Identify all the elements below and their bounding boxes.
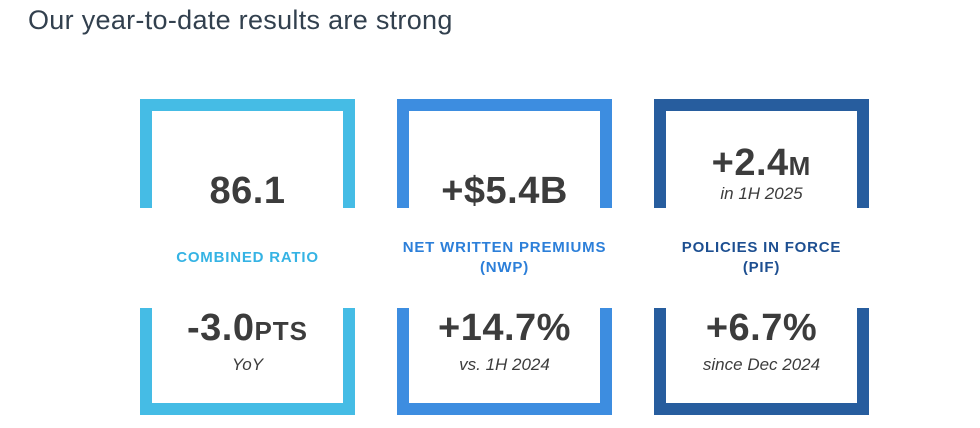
- metric-card-combined-ratio: 86.1 COMBINED RATIO -3.0PTS YoY: [140, 99, 355, 415]
- metric-change-area: +6.7% since Dec 2024: [654, 308, 869, 415]
- metric-card-policies-in-force: +2.4M in 1H 2025 POLICIES IN FORCE (PIF)…: [654, 99, 869, 415]
- metric-label-abbreviation: (PIF): [742, 259, 781, 276]
- metric-primary-value: +$5.4B: [441, 170, 568, 212]
- card-frame-top-bracket: [397, 99, 612, 208]
- metric-primary-caption: in 1H 2025: [720, 183, 803, 203]
- metric-label-area: POLICIES IN FORCE (PIF): [654, 208, 869, 308]
- metric-card-net-written-premiums: +$5.4B NET WRITTEN PREMIUMS (NWP) +14.7%…: [397, 99, 612, 415]
- card-frame-top-bracket: [140, 99, 355, 208]
- metric-primary-area: 86.1: [140, 99, 355, 212]
- card-frame-bottom-bracket: [654, 308, 869, 415]
- metric-label: COMBINED RATIO: [176, 248, 319, 266]
- metric-change-caption: YoY: [231, 355, 264, 374]
- metric-primary-area: +$5.4B: [397, 99, 612, 212]
- metric-change-area: -3.0PTS YoY: [140, 308, 355, 415]
- card-frame-bottom-bracket: [140, 308, 355, 415]
- metric-change-value: +14.7%: [438, 307, 571, 349]
- metric-primary-value: +2.4M: [711, 141, 812, 184]
- metric-change-value: -3.0PTS: [186, 307, 309, 349]
- metric-cards-row: 86.1 COMBINED RATIO -3.0PTS YoY +$5.4B N…: [140, 99, 869, 415]
- metric-change-caption: vs. 1H 2024: [459, 355, 550, 374]
- metric-label: POLICIES IN FORCE: [681, 238, 842, 256]
- page-title: Our year-to-date results are strong: [28, 5, 453, 35]
- metric-label-abbreviation: (NWP): [480, 259, 529, 276]
- metric-label-area: NET WRITTEN PREMIUMS (NWP): [397, 208, 612, 308]
- card-frame-top-bracket: [654, 99, 869, 208]
- metric-change-caption: since Dec 2024: [702, 355, 821, 374]
- card-frame-bottom-bracket: [397, 308, 612, 415]
- metric-primary-unit: M: [788, 150, 812, 181]
- metric-change-area: +14.7% vs. 1H 2024: [397, 308, 612, 415]
- metric-change-value: +6.7%: [705, 307, 818, 349]
- metric-primary-value: 86.1: [209, 170, 286, 212]
- metric-primary-area: +2.4M in 1H 2025: [654, 99, 869, 208]
- metric-change-unit: PTS: [254, 316, 309, 346]
- metric-label: NET WRITTEN PREMIUMS: [402, 238, 607, 256]
- metric-label-area: COMBINED RATIO: [140, 208, 355, 308]
